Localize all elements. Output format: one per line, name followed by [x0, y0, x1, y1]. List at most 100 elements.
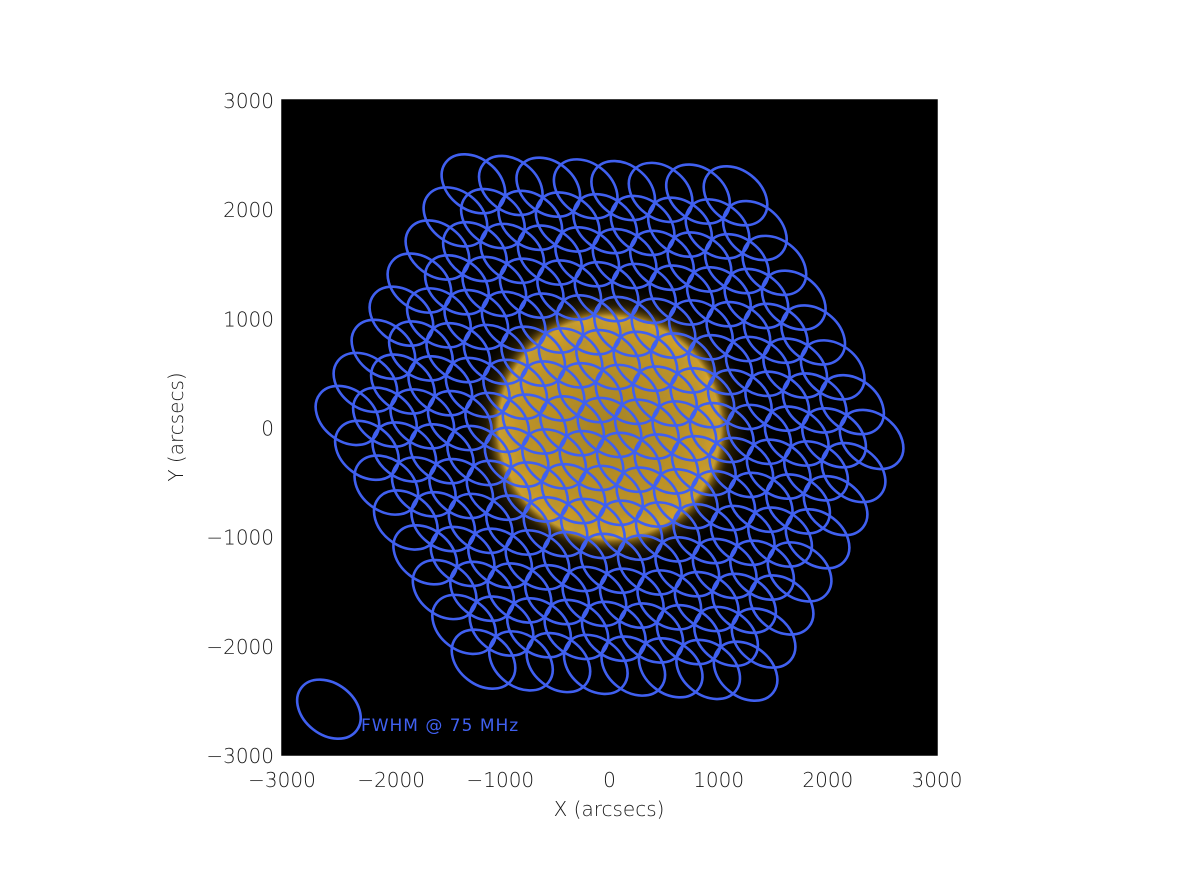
beam-ellipse: [651, 400, 718, 462]
beam-ellipse: [598, 567, 665, 630]
beam-ellipse: [498, 257, 565, 320]
beam-ellipse: [627, 161, 694, 224]
y-tick-label: −2000: [206, 635, 274, 659]
beam-ellipse: [467, 527, 534, 590]
beam-ellipse: [612, 330, 679, 393]
beam-ellipse: [521, 428, 588, 490]
beam-ellipse: [799, 339, 866, 401]
beam-ellipse: [580, 600, 647, 663]
beam-ellipse: [723, 267, 790, 330]
beam-ellipse: [637, 636, 704, 699]
beam-ellipse: [577, 464, 644, 527]
beam-ellipse: [554, 225, 621, 288]
beam-ellipse: [479, 222, 546, 285]
beam-ellipse: [691, 537, 758, 600]
x-tick-label: −3000: [248, 768, 316, 792]
beam-ellipse: [408, 422, 475, 485]
beam-ellipse: [721, 199, 788, 262]
y-tick-label: 3000: [223, 89, 274, 113]
beam-ellipse: [636, 569, 703, 631]
beam-ellipse: [368, 285, 435, 348]
beam-ellipse: [760, 269, 827, 332]
beam-ellipse: [595, 431, 662, 494]
beam-ellipse: [652, 467, 719, 530]
y-tick-label: −1000: [206, 526, 274, 550]
beam-ellipse: [685, 265, 752, 328]
beam-ellipse: [423, 253, 490, 316]
beam-ellipse: [649, 332, 716, 394]
beam-ellipse: [503, 461, 570, 523]
beam-ellipse: [762, 337, 829, 399]
beam-ellipse: [444, 356, 511, 419]
beam-ellipse: [450, 628, 517, 691]
beam-ellipse: [693, 605, 760, 668]
beam-ellipse: [541, 530, 609, 593]
x-tick-label: 3000: [912, 768, 963, 792]
beam-ellipse: [646, 196, 714, 259]
beam-ellipse: [765, 473, 832, 535]
beam-ellipse: [410, 490, 477, 553]
beam-ellipse: [702, 164, 769, 227]
beam-ellipse: [744, 370, 811, 433]
beam-ellipse: [730, 607, 797, 669]
beam-ellipse: [440, 152, 507, 215]
x-tick-label: −1000: [467, 768, 535, 792]
beam-ellipse: [539, 394, 606, 457]
beam-ellipse: [561, 565, 628, 628]
beam-ellipse: [575, 328, 642, 391]
beam-pattern: [314, 152, 905, 703]
beam-ellipse: [819, 373, 886, 436]
beam-ellipse: [572, 192, 639, 255]
beam-ellipse: [576, 396, 643, 459]
beam-ellipse: [558, 429, 625, 492]
beam-ellipse: [781, 372, 848, 434]
beam-ellipse: [534, 191, 601, 253]
beam-ellipse: [443, 288, 510, 351]
beam-ellipse: [669, 366, 736, 429]
beam-ellipse: [501, 393, 568, 455]
beam-ellipse: [441, 220, 508, 283]
y-axis-title: Y (arcsecs): [164, 372, 188, 481]
beam-ellipse: [515, 156, 582, 219]
beam-ellipse: [353, 454, 420, 516]
beam-ellipse: [504, 529, 571, 591]
beam-ellipse: [742, 302, 809, 365]
beam-ellipse: [610, 262, 678, 325]
beam-ellipse: [613, 398, 680, 461]
x-tick-label: −2000: [357, 768, 425, 792]
beam-ellipse: [387, 320, 454, 382]
beam-ellipse: [648, 264, 715, 326]
beam-ellipse: [536, 259, 603, 321]
beam-ellipse: [724, 335, 791, 398]
x-tick-label: 2000: [802, 768, 853, 792]
beam-ellipse: [600, 635, 667, 697]
beam-ellipse: [518, 292, 585, 354]
beam-ellipse: [333, 419, 400, 482]
beam-ellipse: [351, 386, 418, 449]
beam-ellipse: [525, 631, 592, 694]
sun-image: [295, 152, 905, 740]
y-tick-label: −3000: [206, 744, 274, 768]
beam-ellipse: [609, 194, 676, 257]
beam-ellipse: [540, 462, 607, 525]
beam-ellipse: [766, 541, 833, 603]
beam-ellipse: [462, 323, 529, 386]
beam-ellipse: [369, 353, 436, 415]
beam-ellipse: [727, 471, 794, 534]
beam-ellipse: [422, 186, 489, 248]
beam-ellipse: [411, 558, 478, 621]
beam-ellipse: [616, 534, 683, 596]
y-tick-label: 2000: [223, 198, 274, 222]
beam-ellipse: [748, 574, 815, 636]
beam-ellipse: [447, 492, 514, 555]
beam-ellipse: [389, 388, 456, 450]
beam-ellipse: [386, 252, 453, 314]
beam-ellipse: [573, 260, 640, 323]
beam-ellipse: [712, 640, 779, 703]
beam-ellipse: [664, 163, 732, 225]
beam-ellipse: [633, 433, 700, 495]
beam-ellipse: [763, 405, 830, 467]
beam-ellipse: [483, 426, 550, 489]
beam-ellipse: [820, 441, 887, 504]
beam-ellipse: [465, 459, 532, 522]
